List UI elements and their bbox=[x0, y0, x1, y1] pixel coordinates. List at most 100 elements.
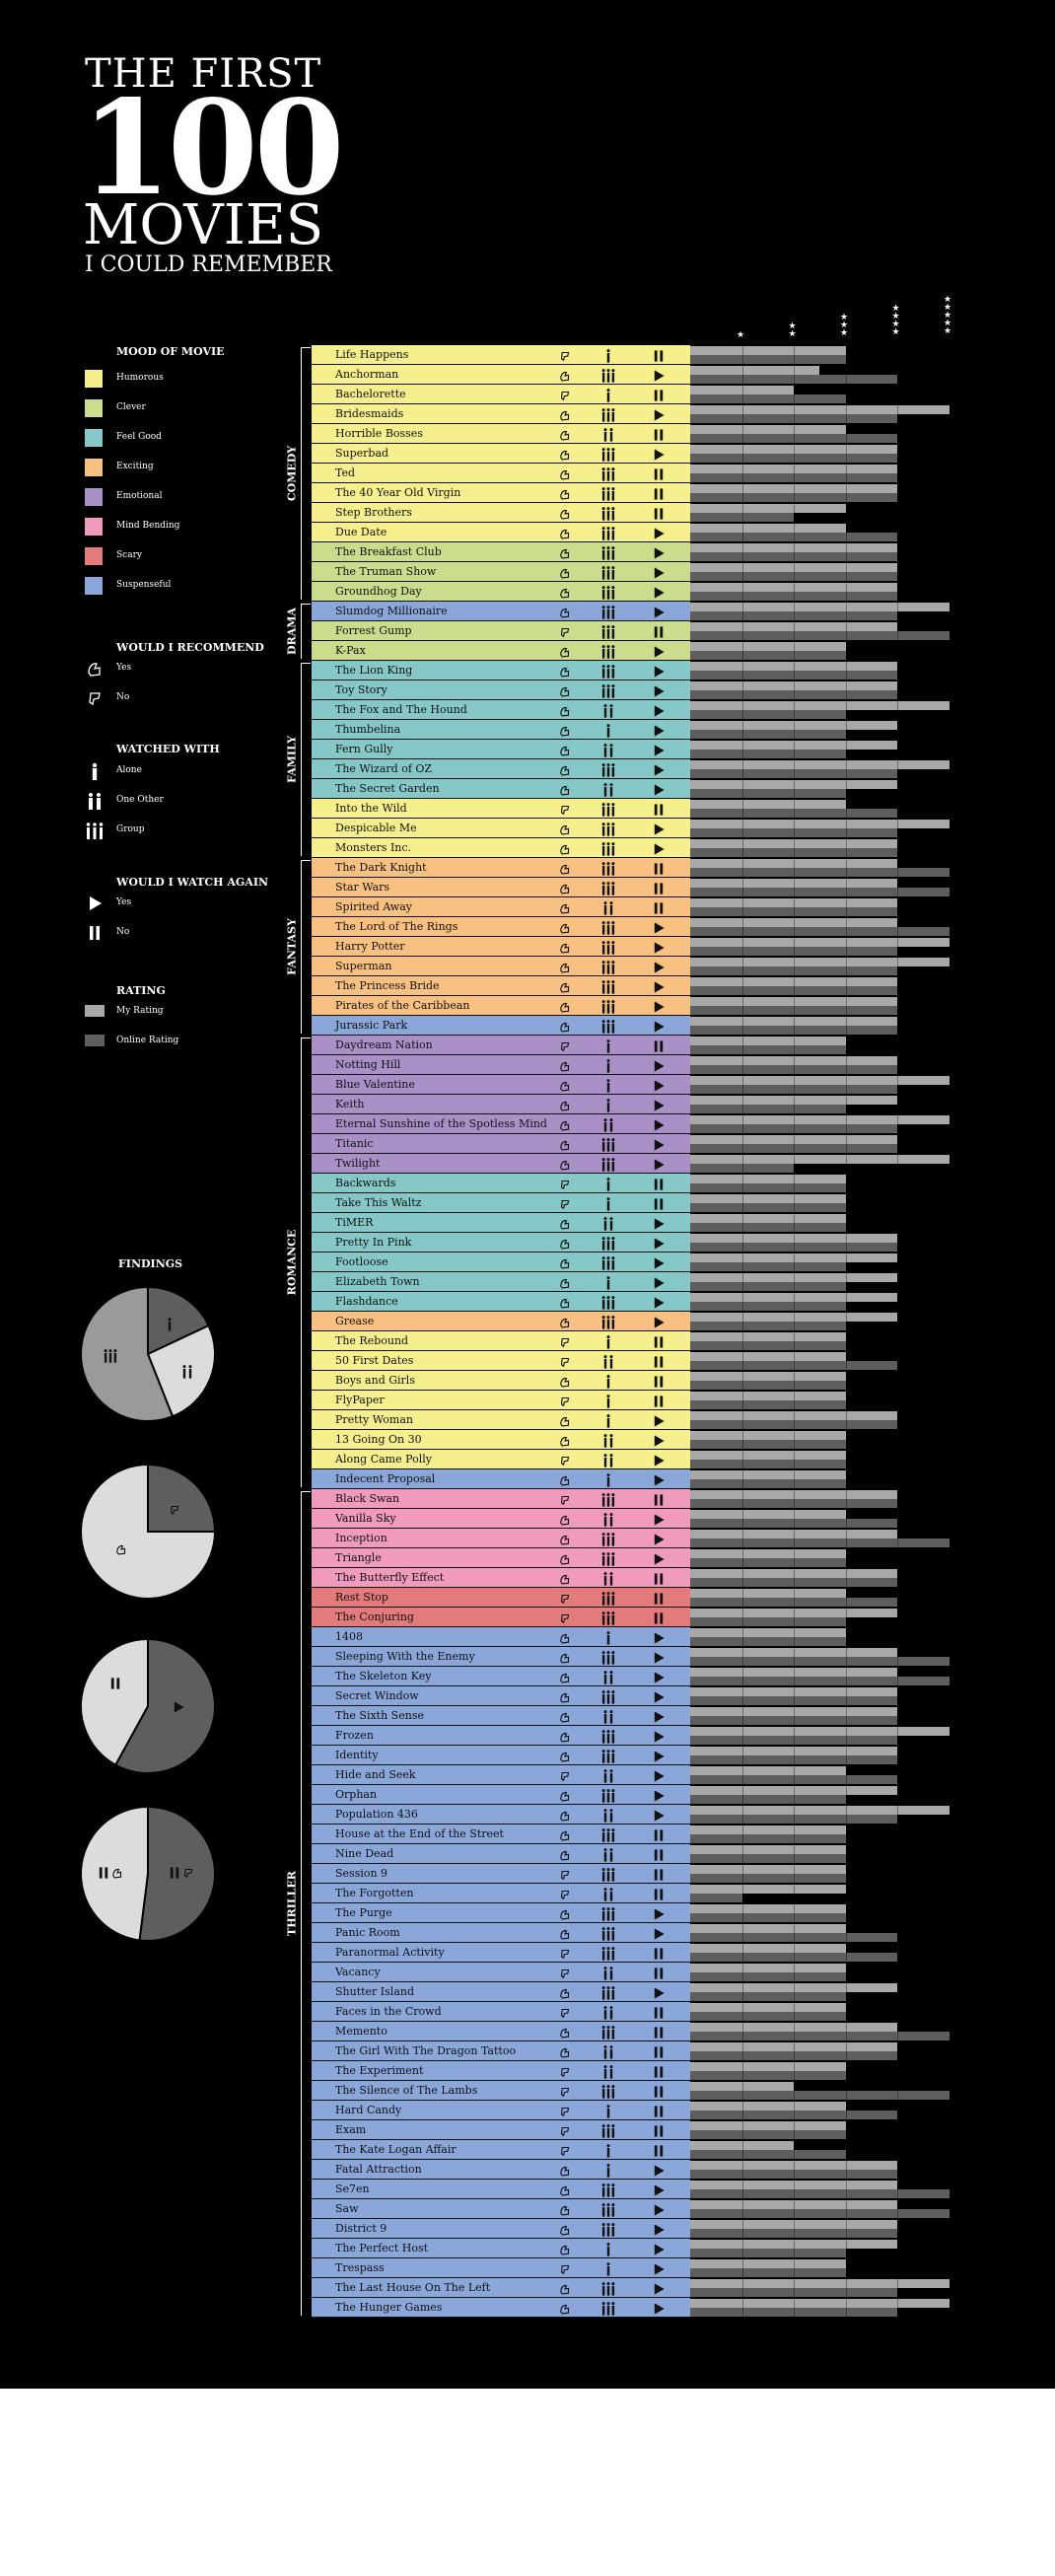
table-row bbox=[312, 2061, 690, 2081]
row-divider bbox=[312, 2317, 690, 2318]
watch-again-yes-icon bbox=[652, 1236, 666, 1254]
my-rating-bar bbox=[690, 1490, 897, 1499]
again-no-label: No bbox=[116, 927, 130, 937]
group-icon bbox=[598, 762, 618, 781]
movie-title: Pretty In Pink bbox=[335, 1236, 412, 1249]
group-icon bbox=[598, 1315, 618, 1333]
row-divider bbox=[312, 2257, 690, 2258]
one-other-icon bbox=[598, 1433, 618, 1452]
online-rating-bar bbox=[690, 1716, 897, 1725]
movie-title: The Experiment bbox=[335, 2064, 424, 2077]
online-rating-bar bbox=[690, 2229, 897, 2238]
table-row bbox=[312, 1114, 690, 1134]
row-divider bbox=[312, 1311, 690, 1312]
recommend-yes-icon bbox=[558, 1788, 572, 1807]
my-rating-bar bbox=[690, 484, 897, 493]
recommend-yes-icon bbox=[558, 881, 572, 899]
pie-slice-group bbox=[80, 1285, 175, 1422]
genre-bracket-thriller bbox=[301, 1491, 302, 2316]
recommend-yes-icon bbox=[558, 723, 572, 742]
table-row bbox=[312, 1726, 690, 1746]
watch-again-yes-icon bbox=[652, 2182, 666, 2201]
watch-again-yes-icon bbox=[652, 2163, 666, 2182]
movie-title: Harry Potter bbox=[335, 940, 405, 953]
my-rating-bar bbox=[690, 1056, 897, 1065]
recommend-yes-icon bbox=[558, 2301, 572, 2320]
watch-again-yes-icon bbox=[652, 644, 666, 663]
group-icon bbox=[598, 1295, 618, 1314]
table-row bbox=[312, 819, 690, 838]
genre-label-drama: DRAMA bbox=[285, 608, 299, 655]
recommend-no-icon bbox=[558, 2064, 572, 2083]
watch-again-no-icon bbox=[652, 1394, 666, 1412]
row-divider bbox=[312, 2297, 690, 2298]
watch-again-yes-icon bbox=[652, 1413, 666, 1432]
row-divider bbox=[312, 1587, 690, 1588]
movie-title: Elizabeth Town bbox=[335, 1275, 420, 1288]
table-row bbox=[312, 641, 690, 661]
alone-icon bbox=[598, 1196, 618, 1215]
row-divider bbox=[312, 778, 690, 779]
recommend-no-icon bbox=[558, 1354, 572, 1373]
pie-no-again-recommend-yes-icon bbox=[99, 1867, 122, 1879]
group-icon bbox=[598, 822, 618, 840]
online-rating-bar bbox=[690, 1045, 846, 1054]
one-other-icon bbox=[598, 703, 618, 722]
recommend-yes-icon bbox=[558, 999, 572, 1018]
genre-label-family: FAMILY bbox=[285, 736, 299, 783]
table-row bbox=[312, 1095, 690, 1114]
my-rating-bar bbox=[690, 1234, 897, 1243]
movie-title: Panic Room bbox=[335, 1926, 400, 1939]
legend-rating-title: RATING bbox=[116, 984, 166, 997]
table-row bbox=[312, 661, 690, 680]
table-row bbox=[312, 799, 690, 819]
row-divider bbox=[312, 541, 690, 542]
online-rating-bar bbox=[690, 434, 897, 443]
watched-group-icon bbox=[85, 821, 105, 840]
online-rating-bar bbox=[690, 1854, 846, 1863]
online-rating-bar bbox=[690, 1558, 846, 1567]
my-rating-bar bbox=[690, 622, 897, 631]
my-rating-bar bbox=[690, 2279, 950, 2288]
table-row bbox=[312, 1371, 690, 1391]
my-rating-bar bbox=[690, 1924, 846, 1933]
group-icon bbox=[598, 407, 618, 426]
one-other-icon bbox=[598, 1117, 618, 1136]
watch-again-yes-icon bbox=[652, 2261, 666, 2280]
movie-title: Fern Gully bbox=[335, 743, 393, 755]
online-rating-bar bbox=[690, 2130, 846, 2139]
my-rating-bar bbox=[690, 1628, 846, 1637]
my-rating-bar bbox=[690, 2003, 846, 2012]
watch-again-yes-icon bbox=[652, 2281, 666, 2300]
recommend-yes-icon bbox=[558, 526, 572, 544]
movie-title: The Kate Logan Affair bbox=[335, 2143, 457, 2156]
online-rating-bar bbox=[690, 2012, 846, 2021]
findings-pies bbox=[80, 1285, 217, 1942]
my-rating-bar bbox=[690, 1411, 897, 1420]
online-rating-bar bbox=[690, 888, 950, 896]
online-rating-bar bbox=[690, 710, 846, 719]
watch-again-no-icon bbox=[652, 2104, 666, 2122]
group-icon bbox=[598, 1749, 618, 1767]
online-rating-bar bbox=[690, 947, 897, 956]
row-divider bbox=[312, 956, 690, 957]
my-rating-bar bbox=[690, 1964, 846, 1972]
online-rating-bar bbox=[690, 868, 950, 877]
recommend-yes-icon bbox=[558, 1137, 572, 1156]
my-rating-bar bbox=[690, 760, 950, 769]
watch-again-yes-icon bbox=[652, 1926, 666, 1945]
mood-swatch-emotional bbox=[85, 488, 103, 506]
my-rating-bar bbox=[690, 997, 897, 1006]
group-icon bbox=[598, 2123, 618, 2142]
one-other-icon bbox=[598, 1571, 618, 1590]
recommend-yes-icon bbox=[558, 1078, 572, 1097]
watch-again-no-icon bbox=[652, 1334, 666, 1353]
online-rating-bar bbox=[690, 2209, 950, 2218]
my-rating-bar bbox=[690, 1135, 897, 1144]
group-icon bbox=[598, 664, 618, 682]
row-divider bbox=[312, 758, 690, 759]
table-row bbox=[312, 1134, 690, 1154]
my-rating-bar bbox=[690, 1549, 846, 1558]
row-divider bbox=[312, 620, 690, 621]
watch-again-yes-icon bbox=[652, 1729, 666, 1748]
